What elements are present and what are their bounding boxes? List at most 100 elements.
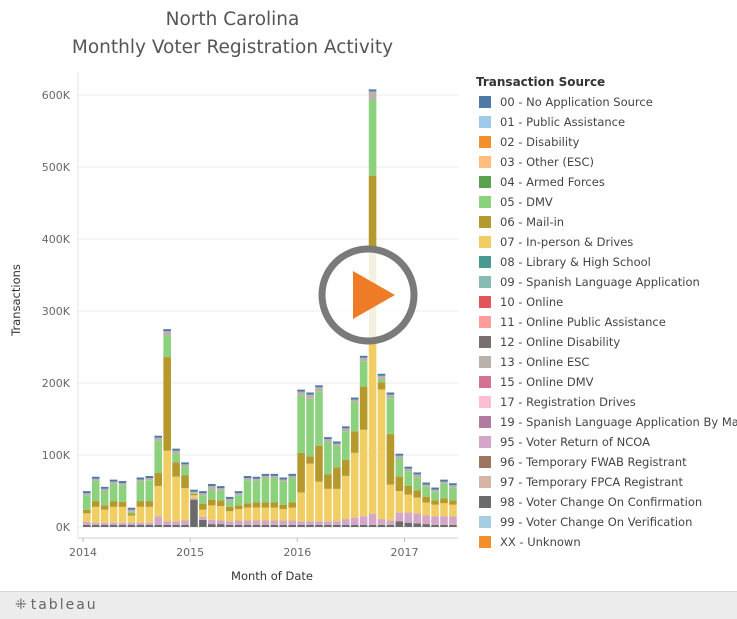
bar-cap — [350, 397, 359, 400]
bar-segment — [368, 100, 377, 176]
bar-segment — [341, 460, 350, 476]
bar-segment — [136, 524, 145, 527]
legend-swatch — [479, 496, 491, 508]
bar-segment — [83, 524, 91, 527]
bar-segment — [208, 505, 216, 520]
bar-segment — [190, 493, 198, 496]
bar-segment — [243, 507, 252, 521]
bar-cap — [163, 329, 171, 332]
bar-cap — [225, 496, 234, 499]
x-tick-label: 2015 — [176, 546, 204, 559]
legend-item[interactable]: 00 - No Application Source — [476, 92, 737, 112]
bar-cap — [449, 483, 457, 486]
legend-swatch — [479, 216, 491, 228]
bar-segment — [315, 445, 323, 482]
bar-cap — [395, 453, 404, 456]
bar-segment — [306, 398, 314, 457]
bar-segment — [359, 524, 368, 527]
legend-item[interactable]: 99 - Voter Change On Verification — [476, 512, 737, 532]
bar-segment — [288, 507, 296, 521]
bar-cap — [243, 476, 252, 479]
bar-segment — [350, 524, 359, 527]
bar-cap — [261, 473, 270, 476]
legend-item[interactable]: 08 - Library & High School — [476, 252, 737, 272]
legend-label: 00 - No Application Source — [500, 95, 653, 109]
legend-item[interactable]: 13 - Online ESC — [476, 352, 737, 372]
bar-segment — [172, 453, 180, 463]
bar-segment — [100, 524, 109, 527]
bar-segment — [163, 524, 171, 527]
legend-item[interactable]: 11 - Online Public Assistance — [476, 312, 737, 332]
bar-segment — [341, 519, 350, 525]
bar-segment — [234, 520, 243, 525]
bar-segment — [288, 478, 296, 503]
bar-segment — [413, 477, 422, 491]
bar-segment — [154, 437, 163, 441]
legend-item[interactable]: 09 - Spanish Language Application — [476, 272, 737, 292]
bar-segment — [234, 524, 243, 527]
legend-item[interactable]: 96 - Temporary FWAB Registrant — [476, 452, 737, 472]
legend-label: 04 - Armed Forces — [500, 175, 605, 189]
legend-label: 01 - Public Assistance — [500, 115, 626, 129]
legend-item[interactable]: 05 - DMV — [476, 192, 737, 212]
legend-item[interactable]: 03 - Other (ESC) — [476, 152, 737, 172]
y-tick-label: 400K — [42, 233, 71, 246]
bar-cap — [172, 448, 180, 451]
legend-swatch — [479, 196, 491, 208]
legend-label: 02 - Disability — [500, 135, 580, 149]
bar-segment — [118, 506, 127, 523]
bar-segment — [199, 495, 207, 504]
bar-segment — [127, 509, 136, 512]
legend-item[interactable]: 15 - Online DMV — [476, 372, 737, 392]
bar-segment — [422, 515, 430, 525]
bar-cap — [368, 89, 377, 92]
legend-item[interactable]: 19 - Spanish Language Application By Mai… — [476, 412, 737, 432]
bar-segment — [431, 516, 439, 525]
bar-segment — [368, 341, 377, 515]
legend-item[interactable]: 98 - Voter Change On Confirmation — [476, 492, 737, 512]
bar-segment — [270, 502, 279, 508]
bar-segment — [145, 480, 154, 502]
bar-segment — [395, 455, 404, 459]
legend-item[interactable]: XX - Unknown — [476, 532, 737, 552]
legend-item[interactable]: 12 - Online Disability — [476, 332, 737, 352]
bar-cap — [100, 486, 109, 489]
bar-segment — [359, 361, 368, 387]
bar-segment — [243, 480, 252, 504]
bar-segment — [199, 519, 207, 527]
legend-item[interactable]: 04 - Armed Forces — [476, 172, 737, 192]
legend-item[interactable]: 02 - Disability — [476, 132, 737, 152]
play-icon[interactable] — [318, 245, 418, 345]
legend-item[interactable]: 97 - Temporary FPCA Registrant — [476, 472, 737, 492]
bar-segment — [306, 394, 314, 399]
bar-segment — [359, 357, 368, 362]
bar-cap — [83, 491, 91, 494]
bar-segment — [279, 481, 288, 505]
legend-item[interactable]: 01 - Public Assistance — [476, 112, 737, 132]
bar-segment — [208, 499, 216, 506]
bar-segment — [100, 488, 109, 491]
legend-swatch — [479, 356, 491, 368]
bar-segment — [297, 395, 305, 453]
bar-segment — [145, 506, 154, 523]
bar-segment — [261, 502, 270, 508]
legend-item[interactable]: 17 - Registration Drives — [476, 392, 737, 412]
bar-segment — [136, 479, 145, 482]
bar-segment — [154, 524, 163, 527]
bar-chart: 0K 100K 200K 300K 400K 500K 600K 2014 2015 2016 20… — [9, 72, 458, 583]
legend-item[interactable]: 10 - Online — [476, 292, 737, 312]
legend-item[interactable]: 06 - Mail-in — [476, 212, 737, 232]
bar-segment — [315, 524, 323, 527]
legend-item[interactable]: 07 - In-person & Drives — [476, 232, 737, 252]
tableau-logo-text: tableau — [30, 597, 98, 613]
bar-segment — [172, 521, 180, 525]
tableau-logo[interactable]: ⁜ tableau — [15, 597, 98, 613]
bar-segment — [288, 524, 296, 527]
legend-label: 96 - Temporary FWAB Registrant — [500, 455, 687, 469]
bar-segment — [413, 497, 422, 514]
bar-segment — [440, 516, 448, 525]
bar-segment — [449, 500, 457, 505]
legend-label: 11 - Online Public Assistance — [500, 315, 666, 329]
bar-segment — [404, 512, 413, 523]
legend-item[interactable]: 95 - Voter Return of NCOA — [476, 432, 737, 452]
